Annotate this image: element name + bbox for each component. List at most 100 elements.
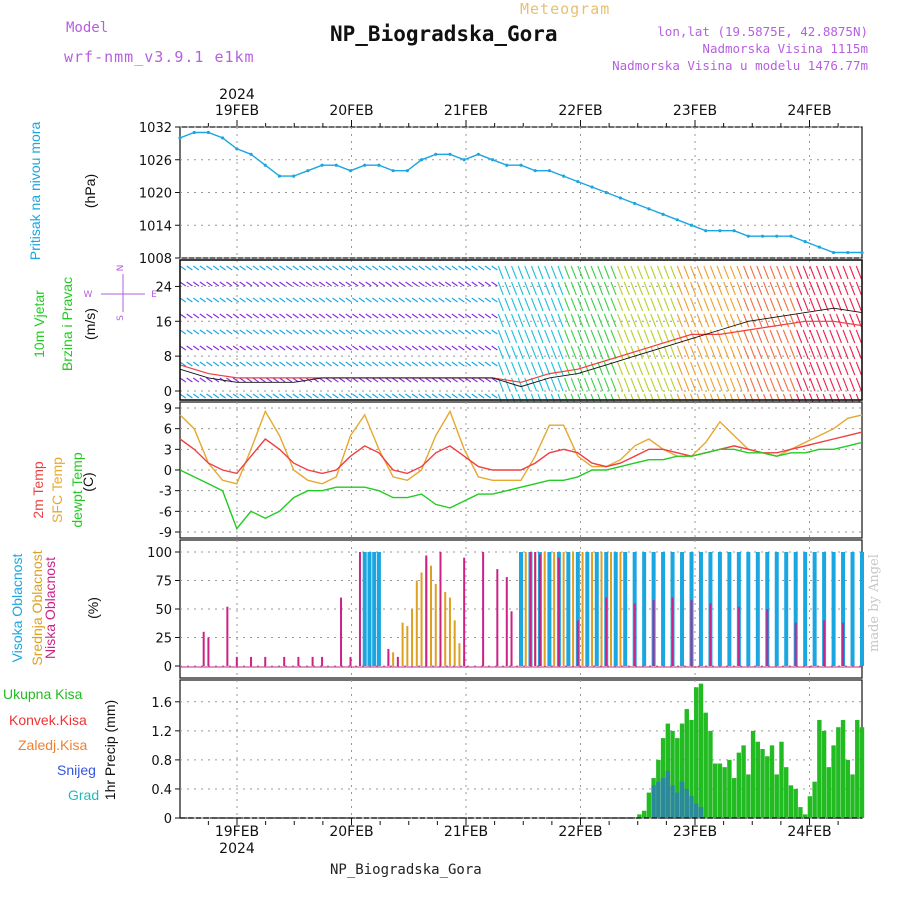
wind-barb	[530, 329, 538, 344]
pressure-point	[178, 136, 182, 140]
high-cloud-bar	[860, 552, 864, 666]
wind-barb	[312, 393, 319, 399]
wind-barb	[623, 361, 630, 376]
wind-barb	[769, 281, 776, 296]
wind-barb	[696, 297, 703, 312]
wind-barb	[192, 313, 200, 319]
y-tick-label: 1008	[139, 252, 172, 267]
wind-barb	[690, 329, 697, 344]
wind-barb	[358, 313, 366, 319]
wind-barb	[822, 329, 829, 344]
wind-barb	[610, 361, 617, 376]
wind-barb	[199, 361, 207, 367]
wind-barb	[338, 345, 346, 351]
wind-barb	[849, 265, 856, 280]
wind-barb	[484, 265, 492, 271]
wind-barb	[212, 329, 220, 335]
wind-barb	[570, 297, 577, 312]
wind-barb	[769, 297, 776, 312]
wind-barb	[557, 345, 564, 360]
wind-barb	[723, 281, 730, 296]
wind-barb	[577, 313, 584, 328]
wind-barb	[464, 361, 472, 367]
wind-barb	[338, 313, 346, 319]
wind-barb	[219, 361, 226, 367]
wind-barb	[478, 345, 485, 351]
wind-barb	[245, 361, 253, 367]
high-cloud-bar	[793, 552, 798, 666]
low-cloud-bar	[439, 552, 442, 666]
wind-barb	[325, 313, 332, 319]
wind-barb	[411, 265, 419, 271]
wind-barb	[504, 361, 511, 376]
wind-barb	[670, 377, 677, 392]
wind-barb	[458, 393, 465, 399]
wind-barb	[663, 345, 670, 360]
dewpt-line	[179, 441, 863, 530]
wind-barb	[226, 265, 233, 271]
wind-barb	[398, 361, 405, 367]
total-precip-bar	[845, 759, 850, 818]
wind-barb	[378, 361, 386, 367]
wind-barb	[497, 345, 504, 360]
wind-barb	[583, 345, 591, 360]
wind-barb	[245, 329, 253, 335]
low-cloud-bar	[709, 603, 712, 666]
high-cloud-bar	[803, 552, 808, 666]
wind-barb	[597, 361, 604, 376]
wind-barb	[431, 345, 439, 351]
wind-barb	[438, 265, 445, 271]
wind-barb	[610, 329, 617, 344]
wind-barb	[285, 361, 293, 367]
wind-barb	[425, 393, 432, 399]
wind-barb	[676, 329, 683, 344]
wind-barb	[703, 361, 710, 376]
wind-barb	[610, 265, 617, 280]
wind-barb	[484, 329, 492, 335]
wind-barb	[650, 297, 657, 312]
pressure-point	[817, 245, 821, 249]
y-tick-label: 16	[155, 315, 172, 330]
wind-barb	[670, 297, 677, 312]
mid-cloud-bar	[444, 591, 447, 666]
wind-barb	[835, 265, 843, 280]
wind-barb	[855, 377, 862, 392]
wind-barb	[378, 265, 386, 271]
wind-barb	[325, 377, 332, 383]
wind-barb	[206, 377, 213, 383]
low-cloud-bar	[671, 597, 674, 666]
wind-barb	[458, 361, 465, 367]
pressure-point	[732, 229, 736, 233]
wind-barb	[252, 361, 260, 367]
wind-barb	[265, 265, 273, 271]
wind-barb	[690, 345, 697, 360]
precip-panel: 0 0.4 0.8 1.2 1.6	[151, 679, 865, 827]
wind-barb	[656, 329, 664, 344]
wind-barb	[325, 265, 332, 271]
wind-barb	[537, 297, 544, 312]
wind-barb	[816, 297, 823, 312]
wind-barb	[299, 361, 306, 367]
wind-barb	[663, 361, 670, 376]
pressure-point	[803, 240, 807, 244]
wind-barb	[385, 377, 392, 383]
total-precip-bar	[746, 774, 751, 818]
wind-barb	[816, 281, 823, 296]
y-tick-label: 1020	[139, 187, 172, 202]
wind-barb	[425, 377, 432, 383]
wind-barb	[478, 361, 485, 367]
wind-barb	[782, 297, 790, 312]
wind-barb	[279, 265, 286, 271]
wind-barb	[418, 361, 425, 367]
wind-barb	[517, 297, 524, 312]
wind-barb	[550, 345, 557, 360]
low-cloud-bar	[264, 656, 267, 666]
wind-barb	[259, 329, 266, 335]
wind-barb	[497, 297, 504, 312]
wind-barb	[723, 329, 730, 344]
wind-barb	[365, 329, 372, 335]
wind-barb	[762, 345, 770, 360]
wind-barb	[690, 313, 697, 328]
wind-barb	[398, 393, 405, 399]
wind-barb	[504, 313, 511, 328]
